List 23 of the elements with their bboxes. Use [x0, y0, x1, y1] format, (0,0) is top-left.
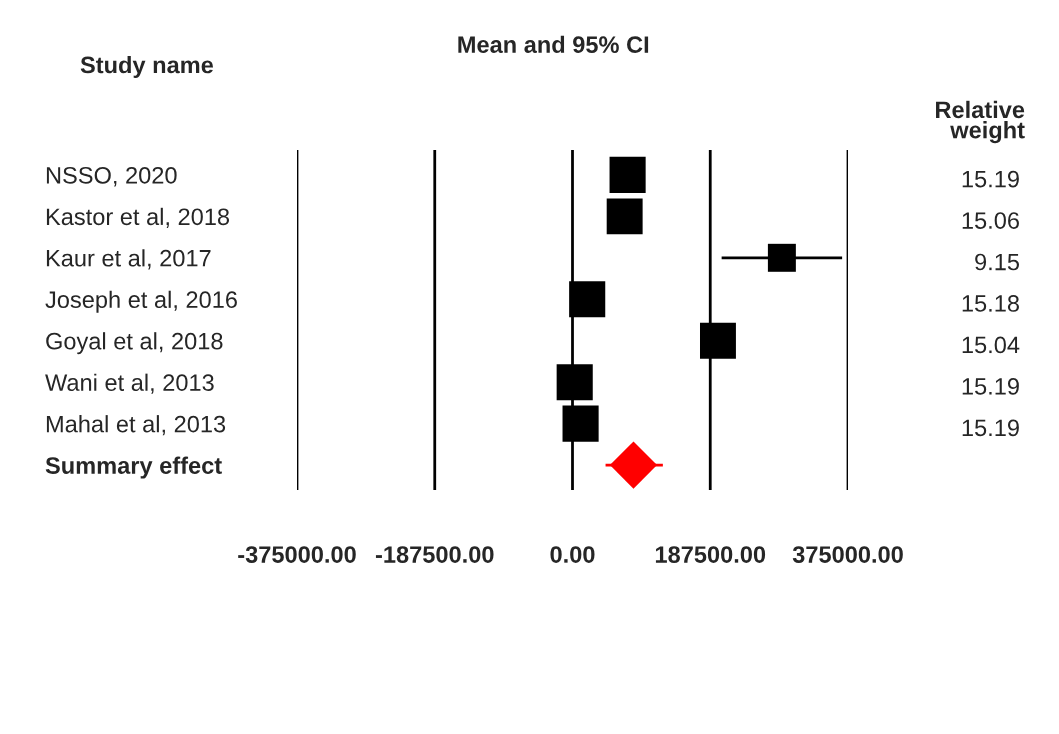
text: 15.19 [962, 419, 1019, 437]
text: 15.19 [962, 170, 1019, 188]
x-tick-label: 0.00 [550, 546, 595, 563]
y-tick-label: Wani et al, 2013 [45, 373, 214, 394]
y-tick-label: Kastor et al, 2018 [46, 207, 230, 228]
y-tick-label: Joseph et al, 2016 [45, 290, 237, 313]
y-tick-label: Mahal et al, 2013 [46, 415, 226, 436]
y-tick-label: Kaur et al, 2017 [46, 249, 211, 270]
y-axis-title: Study name [80, 56, 214, 78]
text: 9.15 [975, 253, 1020, 271]
chart-title: Mean and 95% CI [458, 35, 649, 54]
y-tick-label: Goyal et al, 2018 [46, 332, 223, 355]
text: 15.06 [962, 212, 1019, 229]
text: Relative weight [936, 100, 1025, 144]
y-tick-label: Summary effect [45, 456, 222, 479]
text: 15.19 [962, 378, 1019, 395]
x-tick-label: -375000.00 [238, 546, 356, 563]
y-tick-label: NSSO, 2020 [46, 166, 177, 187]
text: 15.18 [962, 295, 1019, 312]
x-tick-label: 187500.00 [655, 546, 766, 563]
x-tick-label: -187500.00 [375, 546, 494, 563]
text: 15.04 [962, 336, 1020, 354]
x-tick-label: 375000.00 [792, 546, 903, 563]
